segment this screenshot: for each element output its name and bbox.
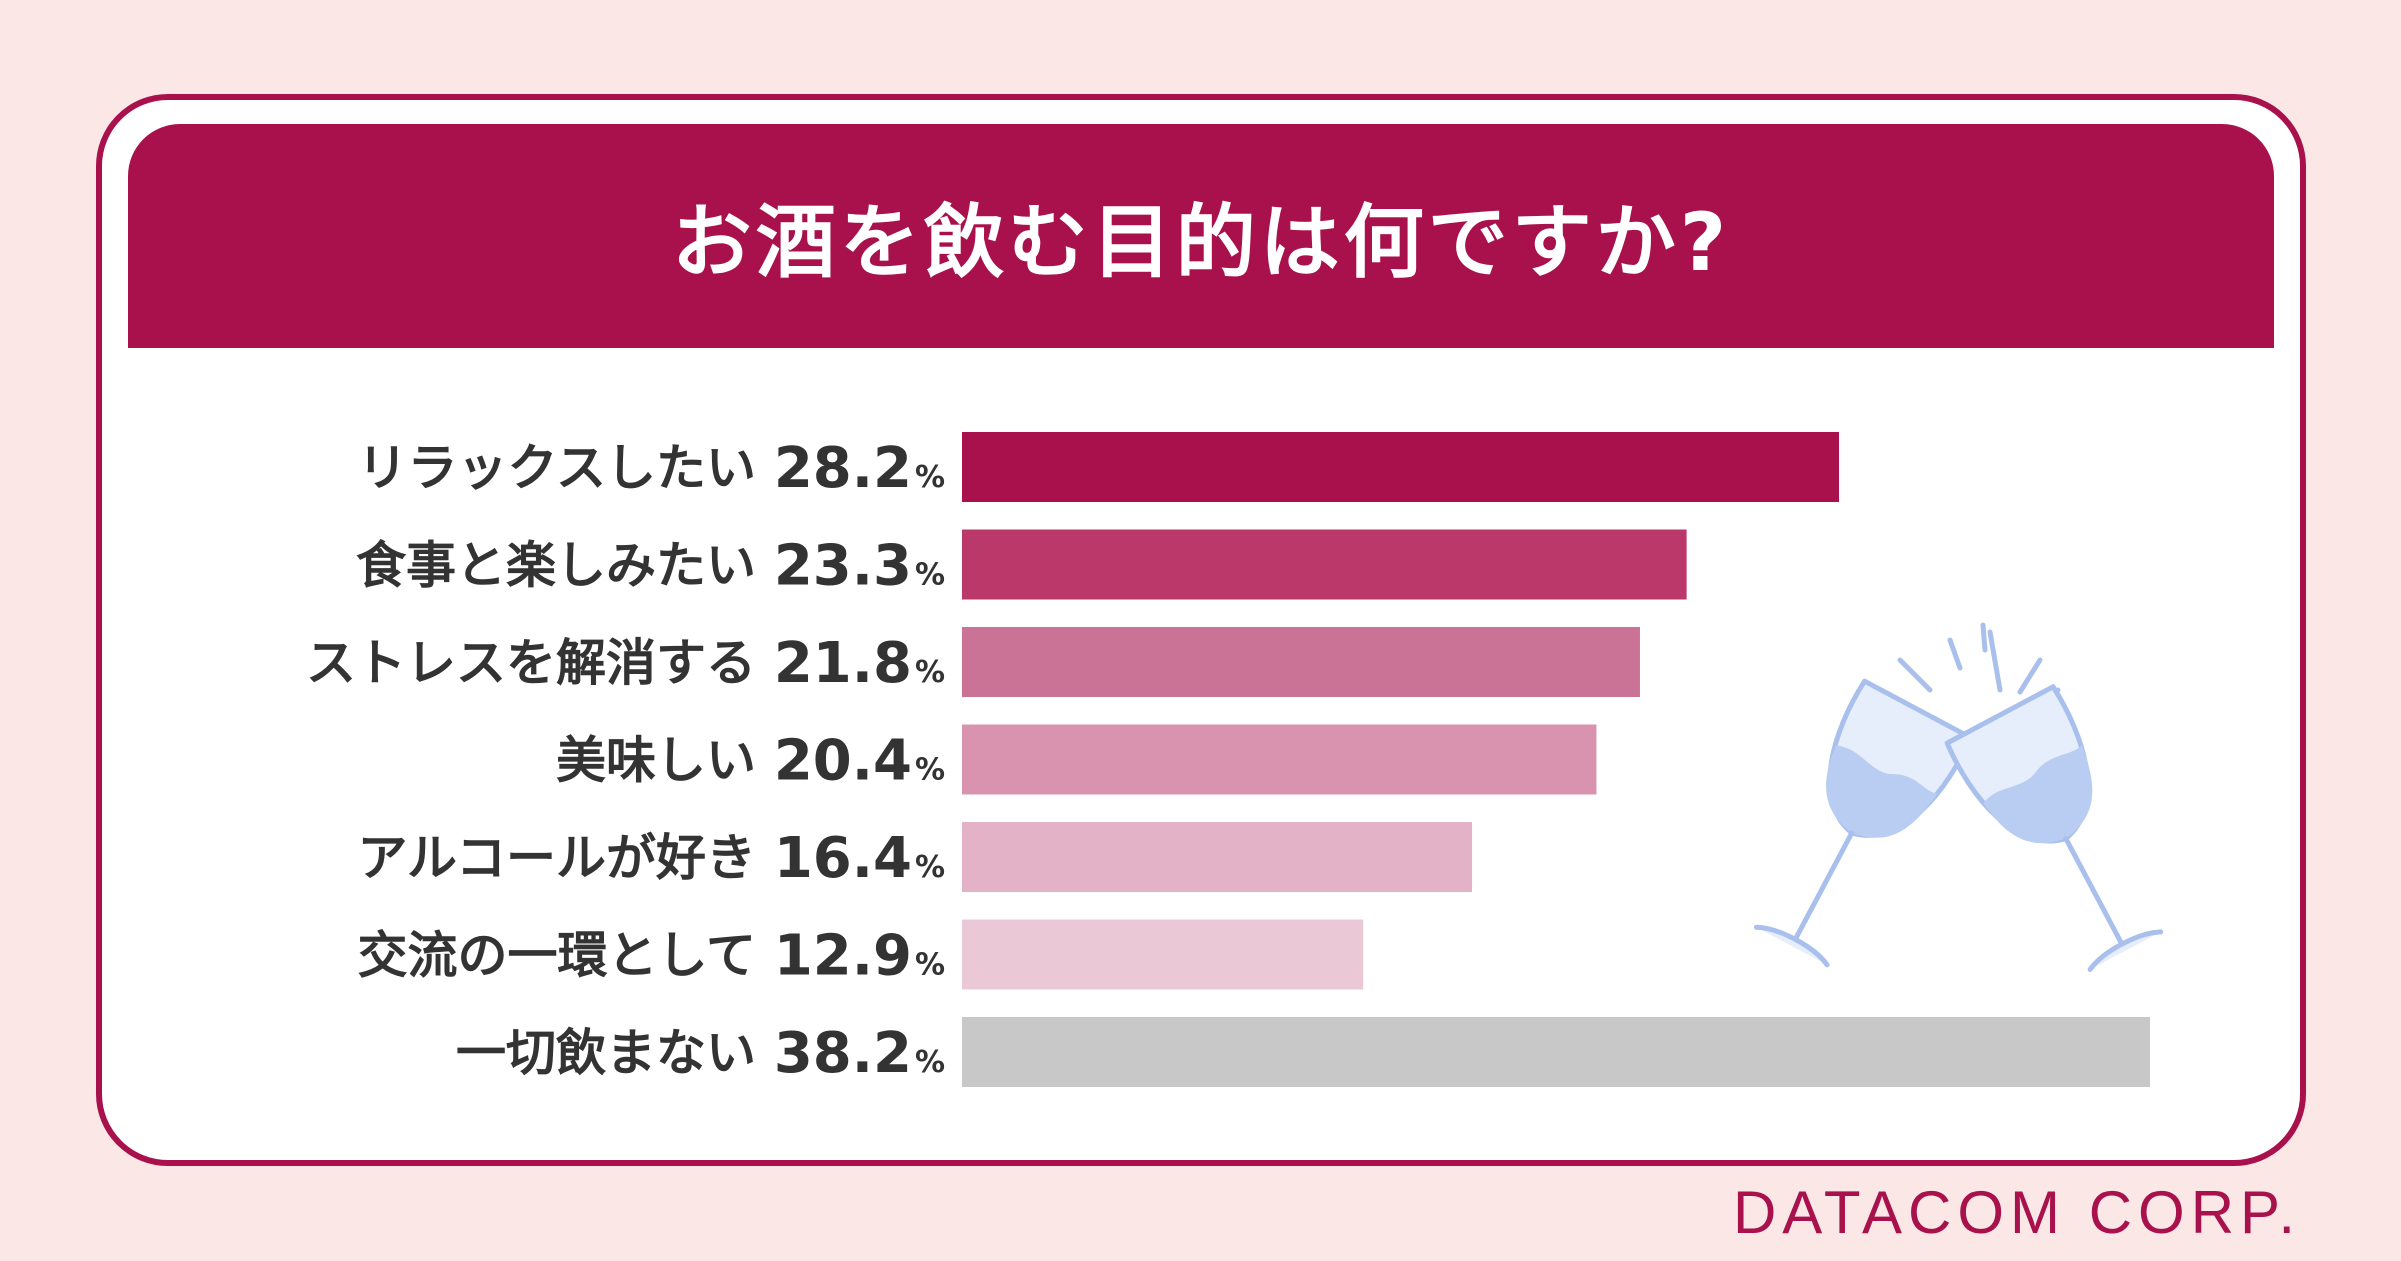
category-label: 美味しい bbox=[556, 732, 756, 790]
chart-title: お酒を飲む目的は何ですか? bbox=[671, 196, 1731, 289]
value-unit: % bbox=[915, 1045, 945, 1080]
value-label: 21.8 bbox=[774, 631, 912, 696]
bar bbox=[962, 627, 1640, 697]
bar bbox=[962, 919, 1364, 990]
bar bbox=[962, 432, 1840, 502]
bar bbox=[962, 822, 1473, 892]
title-banner: お酒を飲む目的は何ですか? bbox=[128, 124, 2274, 348]
bar bbox=[962, 724, 1597, 795]
value-unit: % bbox=[915, 753, 945, 788]
category-label: 交流の一環として bbox=[358, 927, 757, 985]
value-label: 23.3 bbox=[774, 534, 912, 599]
value-unit: % bbox=[915, 558, 945, 593]
value-unit: % bbox=[915, 948, 945, 983]
wine-glasses-toast-icon bbox=[1753, 622, 2164, 972]
value-label: 38.2 bbox=[774, 1021, 912, 1086]
value-label: 28.2 bbox=[774, 436, 912, 501]
value-label: 12.9 bbox=[774, 924, 912, 989]
value-unit: % bbox=[915, 460, 945, 495]
value-label: 16.4 bbox=[774, 826, 912, 891]
bar bbox=[962, 1017, 2150, 1087]
value-unit: % bbox=[915, 850, 945, 885]
category-label: ストレスを解消する bbox=[306, 634, 756, 692]
brand-logo: DATACOM CORP. bbox=[1732, 1179, 2301, 1246]
value-unit: % bbox=[915, 655, 945, 690]
category-label: リラックスしたい bbox=[358, 439, 757, 497]
category-label: 食事と楽しみたい bbox=[356, 537, 756, 595]
bar bbox=[962, 529, 1687, 600]
category-label: アルコールが好き bbox=[358, 829, 757, 887]
value-label: 20.4 bbox=[774, 729, 912, 794]
category-label: 一切飲まない bbox=[456, 1024, 756, 1082]
bars-group: リラックスしたい 28.2 % 食事と楽しみたい 23.3 % ストレスを解消する 21.8%… bbox=[306, 432, 2150, 1087]
